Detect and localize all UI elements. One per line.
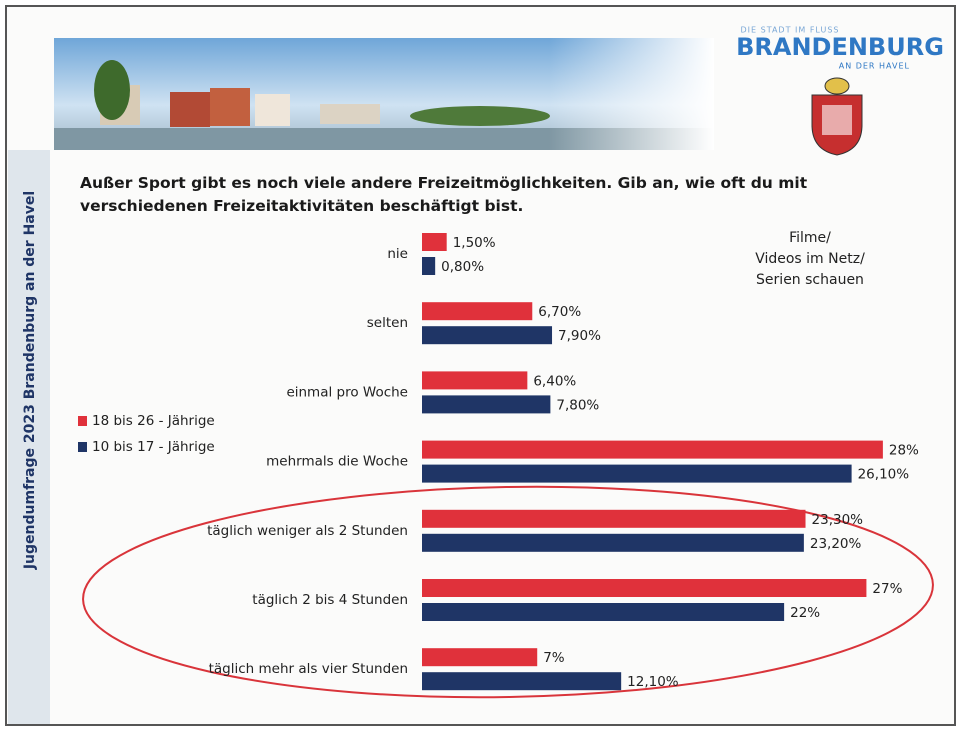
bar [422,464,852,483]
bar [422,371,528,390]
sidebar-bg [8,150,50,724]
value-label: 12,10% [627,674,679,690]
value-label: 7% [543,650,565,666]
bar [422,257,436,275]
bar [422,302,533,321]
value-label: 0,80% [441,259,484,275]
highlight-ellipse [82,485,934,699]
chart-title: Außer Sport gibt es noch viele andere Fr… [80,174,808,215]
bar [422,533,804,552]
coat-of-arms [811,77,863,156]
value-label: 23,20% [810,536,862,552]
bar [422,326,553,345]
photo-banner [54,38,714,150]
legend-swatch [78,416,87,426]
category-label: täglich weniger als 2 Stunden [207,523,408,539]
value-label: 7,90% [558,328,601,344]
logo-tagline: DIE STADT IM FLUSS [741,26,840,35]
bar [422,395,551,414]
value-label: 26,10% [858,467,910,483]
bar [422,509,806,528]
bar [422,648,538,667]
value-label: 23,30% [812,512,864,528]
category-label: nie [387,246,408,262]
value-label: 1,50% [453,235,496,251]
bar [422,233,447,251]
category-label: mehrmals die Woche [266,454,408,470]
legend-label: 18 bis 26 - Jährige [92,413,215,429]
bar [422,603,785,621]
category-label: täglich 2 bis 4 Stunden [252,592,408,608]
chart-subtitle: Filme/ Videos im Netz/ Serien schauen [755,230,865,288]
value-label: 27% [872,581,902,597]
category-label: einmal pro Woche [286,384,408,400]
value-label: 6,70% [538,304,581,320]
logo-sub: AN DER HAVEL [839,62,910,71]
value-label: 22% [790,605,820,621]
value-label: 6,40% [533,373,576,389]
bar [422,672,622,691]
logo-name: BRANDENBURG [736,33,944,61]
legend-label: 10 bis 17 - Jährige [92,439,215,455]
value-label: 7,80% [556,397,599,413]
bar [422,579,867,597]
category-label: täglich mehr als vier Stunden [209,661,408,677]
legend-swatch [78,442,87,452]
sidebar-text: Jugendumfrage 2023 Brandenburg an der Ha… [22,191,38,570]
bar [422,440,883,459]
value-label: 28% [889,443,919,459]
category-label: selten [367,315,408,331]
